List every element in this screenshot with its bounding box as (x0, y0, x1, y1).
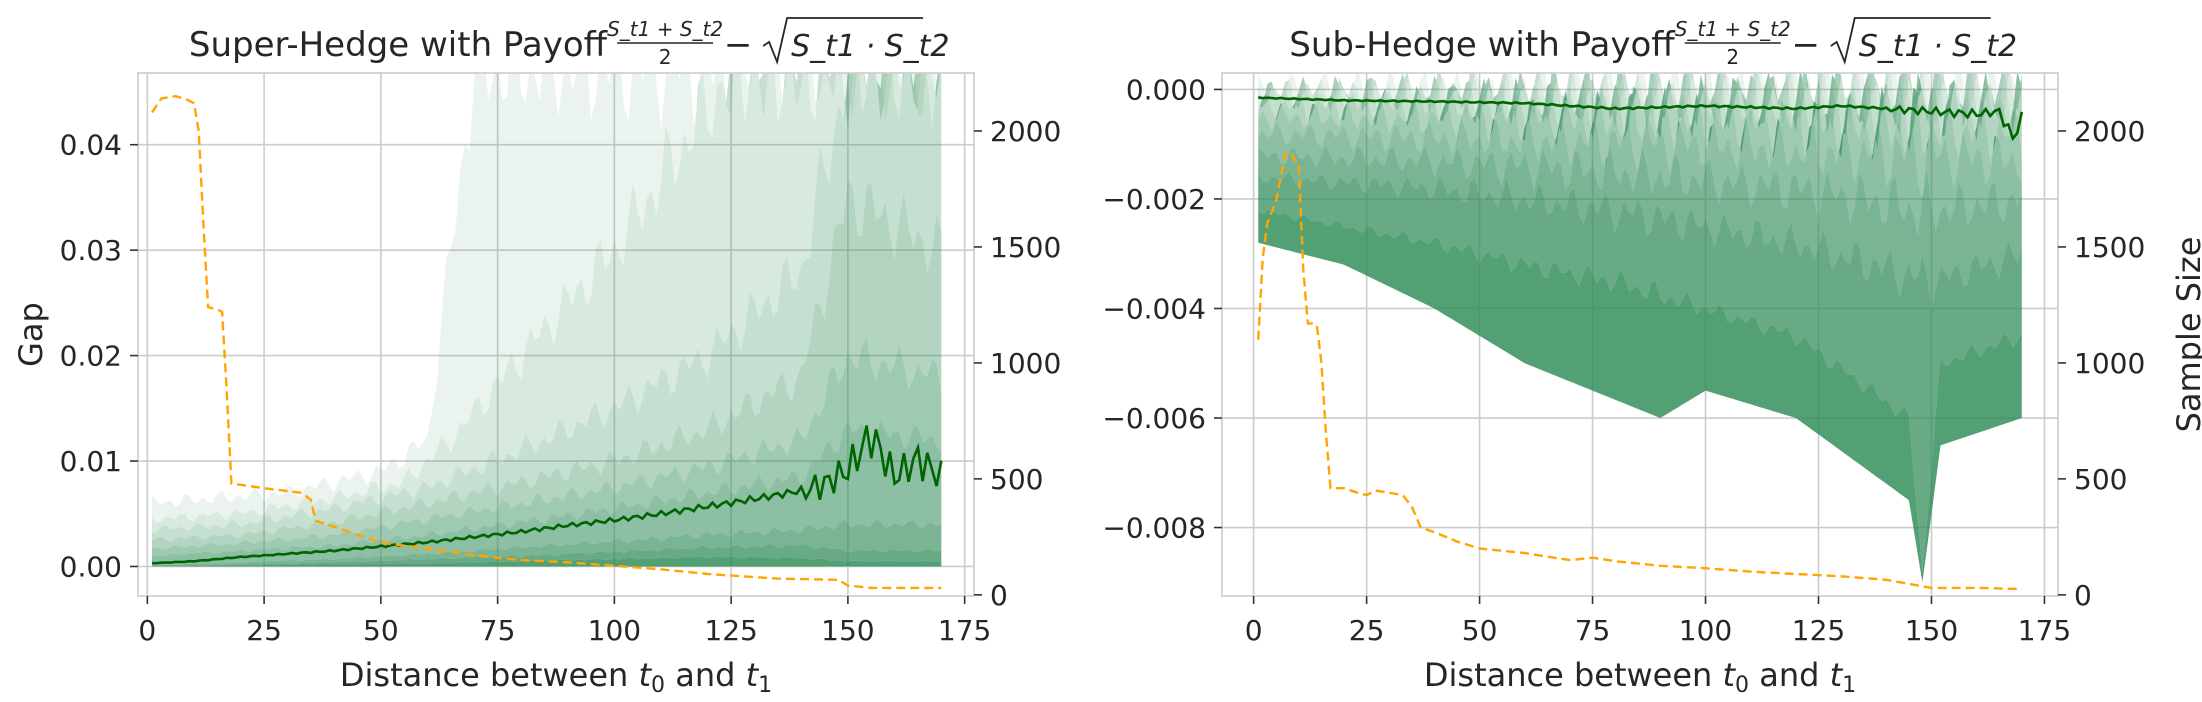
x-tick-label-175: 175 (2018, 614, 2071, 647)
quantile-band-3 (1258, 73, 2022, 152)
median-gap-line (1257, 96, 2024, 142)
y-tick-label-3: 0.03 (60, 234, 122, 267)
x-tick-label-75: 75 (1575, 614, 1611, 647)
y2-tick-label-2000: 2000 (990, 115, 1061, 148)
y-tick-label-1: −0.002 (1102, 183, 1206, 216)
y-axis-label: Gap (12, 302, 50, 367)
x-tick-label-150: 150 (1905, 614, 1958, 647)
x-tick-label-150: 150 (821, 614, 874, 647)
quantile-bands (152, 73, 942, 567)
quantile-band-1 (1258, 73, 2022, 142)
quantile-band-9 (1258, 209, 2022, 583)
y-tick-label-4: −0.008 (1102, 512, 1206, 545)
y2-tick-label-1500: 1500 (990, 231, 1061, 264)
y-tick-label-2: 0.02 (60, 340, 122, 373)
y2-tick-label-500: 500 (990, 463, 1043, 496)
right-panel-sub-hedge: 0 25 50 75 100 125 150 175 0.000 −0.002 −0.004 −0.0… (1102, 17, 2202, 698)
title-formula-denominator: 2 (1726, 45, 1739, 69)
chart-title-text: Super-Hedge with Payoff (189, 25, 609, 65)
x-tick-label-125: 125 (1792, 614, 1845, 647)
y2-tick-label-2000: 2000 (2074, 115, 2145, 148)
plot-frame (137, 72, 975, 597)
x-tick-label-100: 100 (588, 614, 641, 647)
y2-tick-label-1000: 1000 (990, 347, 1061, 380)
y-tick-label-0: 0.000 (1126, 73, 1206, 106)
title-formula-numerator: S_t1 + S_t2 (1675, 17, 1791, 41)
quantile-band-4 (1258, 73, 2022, 163)
x-axis-label: Distance between t0 and t1 (1424, 656, 1856, 698)
plot-frame (1221, 72, 2059, 597)
title-formula-sqrt-body: S_t1 · S_t2 (791, 29, 949, 64)
y2-axis-label: Sample Size (2170, 237, 2202, 433)
quantile-band-9 (152, 556, 942, 567)
y2-tick-label-500: 500 (2074, 463, 2127, 496)
quantile-band-8 (152, 544, 942, 567)
title-formula-fraction: S_t1 + S_t2 2 (1675, 17, 1791, 69)
x-tick-label-25: 25 (1349, 614, 1385, 647)
title-formula-sqrt-body: S_t1 · S_t2 (1859, 29, 2017, 64)
quantile-band-7 (152, 519, 942, 567)
quantile-band-7 (1258, 144, 2022, 308)
quantile-band-6 (152, 419, 942, 566)
quantile-band-6 (1258, 114, 2022, 236)
x-tick-label-25: 25 (246, 614, 282, 647)
left-panel-super-hedge: 0 25 50 75 100 125 150 175 0.00 0.01 0.02 0.03 0.04 0… (12, 17, 1061, 698)
y-tick-label-3: −0.006 (1102, 402, 1206, 435)
y2-tick-label-0: 0 (2074, 579, 2092, 612)
title-formula-sqrt-sign (1830, 17, 1991, 66)
quantile-band-4 (152, 180, 942, 550)
y-tick-label-4: 0.04 (60, 129, 122, 162)
title-formula-numerator: S_t1 + S_t2 (607, 17, 723, 41)
chart-title: Super-Hedge with Payoff S_t1 + S_t22− S_t1… (189, 17, 950, 69)
x-tick-label-175: 175 (938, 614, 991, 647)
title-formula-sqrt-sign (762, 17, 924, 66)
quantile-band-1 (152, 73, 940, 524)
x-tick-label-125: 125 (704, 614, 757, 647)
y2-tick-label-0: 0 (990, 579, 1008, 612)
quantile-band-5 (1258, 85, 2022, 201)
x-tick-label-0: 0 (138, 614, 156, 647)
chart-title: Sub-Hedge with Payoff S_t1 + S_t2 2 − S_t1 ·… (1289, 17, 2017, 69)
y-tick-label-0: 0.00 (60, 550, 122, 583)
title-formula-fraction: S_t1 + S_t2 2 (607, 17, 723, 69)
quantile-band-8 (1258, 171, 2022, 572)
quantile-band-3 (152, 73, 942, 542)
sample-size-line (151, 94, 942, 590)
x-tick-label-50: 50 (1462, 614, 1498, 647)
quantile-band-2 (152, 73, 940, 533)
y2-tick-label-1000: 1000 (2074, 347, 2145, 380)
quantile-bands (1258, 73, 2022, 583)
quantile-band-5 (152, 337, 942, 557)
title-formula-minus: − (724, 25, 753, 65)
x-tick-label-100: 100 (1679, 614, 1732, 647)
x-tick-label-75: 75 (480, 614, 516, 647)
title-formula-minus: − (1791, 25, 1820, 65)
y2-tick-label-1500: 1500 (2074, 231, 2145, 264)
x-tick-label-50: 50 (363, 614, 399, 647)
title-formula-denominator: 2 (659, 45, 672, 69)
median-gap-line (152, 425, 943, 565)
y-tick-label-1: 0.01 (60, 445, 122, 478)
x-axis-label: Distance between t0 and t1 (340, 656, 772, 698)
x-tick-label-0: 0 (1245, 614, 1263, 647)
y-tick-label-2: −0.004 (1102, 292, 1206, 325)
chart-title-text: Sub-Hedge with Payoff (1289, 25, 1676, 65)
sample-size-line (1257, 150, 2022, 591)
